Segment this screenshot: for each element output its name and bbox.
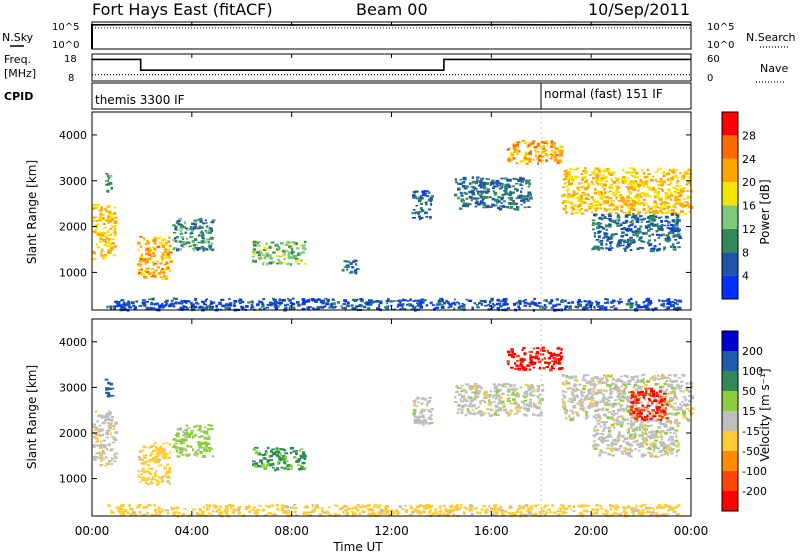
nave-label: Nave bbox=[760, 62, 788, 75]
time-tick-label-6: 00:00 bbox=[674, 524, 709, 538]
power-colorbar-seg-5 bbox=[722, 159, 738, 182]
velocity-ytick-label-1: 2000 bbox=[59, 427, 87, 440]
power-colorbar-seg-4 bbox=[722, 182, 738, 205]
nsearch-label: N.Search bbox=[746, 31, 796, 44]
nsky-label: N.Sky bbox=[2, 31, 34, 44]
power-colorbar-tick-6: 28 bbox=[742, 129, 756, 142]
cpid-program-2: normal (fast) 151 IF bbox=[544, 87, 663, 101]
velocity-panel: 1000 2000 3000 4000 Slant Range [km] bbox=[25, 319, 695, 518]
nsky-frame bbox=[92, 22, 691, 49]
time-tick-label-2: 08:00 bbox=[274, 524, 309, 538]
velocity-colorbar-tick-7: -200 bbox=[742, 485, 767, 498]
nsky-tick-bottom: 10^0 bbox=[52, 40, 79, 51]
velocity-colorbar-seg-5 bbox=[722, 431, 738, 451]
power-ylabel: Slant Range [km] bbox=[25, 160, 39, 264]
time-tick-label-5: 20:00 bbox=[574, 524, 609, 538]
power-colorbar-seg-7 bbox=[722, 112, 738, 135]
power-ytick-label-1: 2000 bbox=[59, 221, 87, 234]
time-tick-label-3: 12:00 bbox=[374, 524, 409, 538]
time-axis-label: Time UT bbox=[332, 540, 383, 554]
power-ytick-label-0: 1000 bbox=[59, 266, 87, 279]
velocity-ytick-label-2: 3000 bbox=[59, 381, 87, 394]
time-tick-label-0: 00:00 bbox=[75, 524, 110, 538]
freq-traces bbox=[92, 59, 691, 74]
power-colorbar-seg-0 bbox=[722, 276, 738, 299]
station-title: Fort Hays East (fitACF) bbox=[92, 0, 273, 19]
power-plot-bg bbox=[92, 112, 691, 310]
velocity-colorbar-tick-3: 15 bbox=[742, 405, 756, 418]
nsearch-tick-top: 10^5 bbox=[707, 22, 734, 33]
velocity-colorbar-seg-0 bbox=[722, 331, 738, 351]
power-colorbar-label: Power [dB] bbox=[758, 179, 772, 244]
velocity-colorbar-tick-2: 50 bbox=[742, 385, 756, 398]
velocity-ytick-label-3: 4000 bbox=[59, 336, 87, 349]
velocity-ytick-label-0: 1000 bbox=[59, 473, 87, 486]
freq-tick-top: 18 bbox=[64, 54, 77, 65]
power-colorbar-tick-4: 20 bbox=[742, 176, 756, 189]
velocity-colorbar-seg-4 bbox=[722, 411, 738, 431]
time-tick-label-1: 04:00 bbox=[175, 524, 210, 538]
velocity-ylabel: Slant Range [km] bbox=[25, 365, 39, 469]
velocity-colorbar-seg-6 bbox=[722, 451, 738, 471]
nsearch-tick-bottom: 10^0 bbox=[707, 40, 734, 51]
power-colorbar-seg-2 bbox=[722, 229, 738, 252]
freq-tick-bottom: 8 bbox=[68, 73, 74, 84]
velocity-colorbar-seg-7 bbox=[722, 471, 738, 491]
power-colorbar-tick-3: 16 bbox=[742, 200, 756, 213]
power-colorbar-tick-1: 8 bbox=[742, 246, 749, 259]
power-colorbar-tick-0: 4 bbox=[742, 270, 749, 283]
cpid-program-1: themis 3300 IF bbox=[95, 93, 185, 107]
cpid-label: CPID bbox=[4, 90, 33, 103]
time-tick-label-4: 16:00 bbox=[474, 524, 509, 538]
beam-title: Beam 00 bbox=[356, 0, 428, 19]
power-colorbar-seg-6 bbox=[722, 135, 738, 158]
power-colorbar-seg-1 bbox=[722, 252, 738, 275]
velocity-colorbar-seg-3 bbox=[722, 391, 738, 411]
nsky-tick-top: 10^5 bbox=[52, 22, 79, 33]
freq-label-line1: Freq. bbox=[4, 53, 31, 66]
freq-series bbox=[92, 59, 691, 70]
power-colorbar-tick-5: 24 bbox=[742, 153, 756, 166]
velocity-colorbar-seg-1 bbox=[722, 351, 738, 371]
freq-frame bbox=[92, 54, 691, 81]
nave-tick-bottom: 0 bbox=[707, 73, 713, 84]
velocity-colorbar-tick-6: -100 bbox=[742, 465, 767, 478]
nsky-traces bbox=[92, 24, 691, 49]
velocity-colorbar-seg-2 bbox=[722, 371, 738, 391]
nave-tick-top: 60 bbox=[707, 54, 720, 65]
power-panel: 1000 2000 3000 4000 Slant Range [km] bbox=[25, 112, 693, 312]
power-ytick-label-2: 3000 bbox=[59, 175, 87, 188]
power-colorbar: 4 8 12 16 20 24 28 bbox=[722, 112, 756, 299]
date-title: 10/Sep/2011 bbox=[588, 0, 690, 19]
velocity-colorbar-tick-0: 200 bbox=[742, 345, 763, 358]
power-colorbar-seg-3 bbox=[722, 206, 738, 229]
freq-label-line2: [MHz] bbox=[4, 67, 36, 80]
velocity-colorbar-label: Velocity [m s⁻¹] bbox=[758, 368, 772, 461]
power-colorbar-tick-2: 12 bbox=[742, 223, 756, 236]
power-ytick-label-3: 4000 bbox=[59, 129, 87, 142]
velocity-colorbar-seg-8 bbox=[722, 491, 738, 511]
